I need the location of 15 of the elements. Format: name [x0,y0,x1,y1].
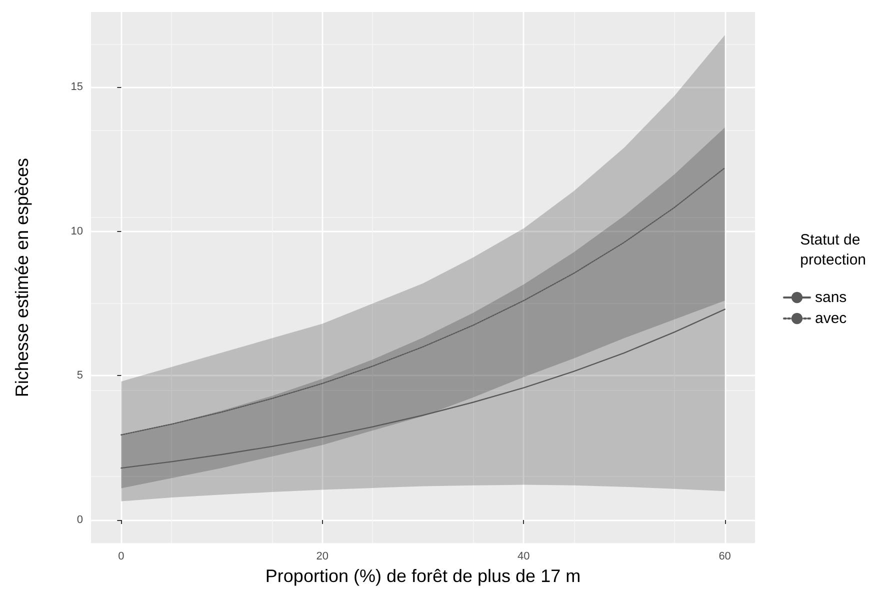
legend-label: avec [815,310,848,327]
x-tick-label: 40 [517,550,530,563]
x-tick-label: 20 [316,550,329,563]
x-axis-title: Proportion (%) de forêt de plus de 17 m [265,566,581,586]
line-series [120,167,726,436]
y-axis-title: Richesse estimée en espèces [12,158,32,398]
y-tick-label: 5 [76,370,83,382]
y-tick-label: 10 [70,225,83,238]
legend-title: Statut de protection [800,232,866,268]
y-tick-label: 0 [76,514,83,526]
y-tick-label: 15 [70,81,83,94]
legend-label: sans [815,289,847,306]
x-tick-label: 0 [118,550,124,563]
line-series [120,308,726,469]
x-tick-label: 60 [718,550,731,563]
